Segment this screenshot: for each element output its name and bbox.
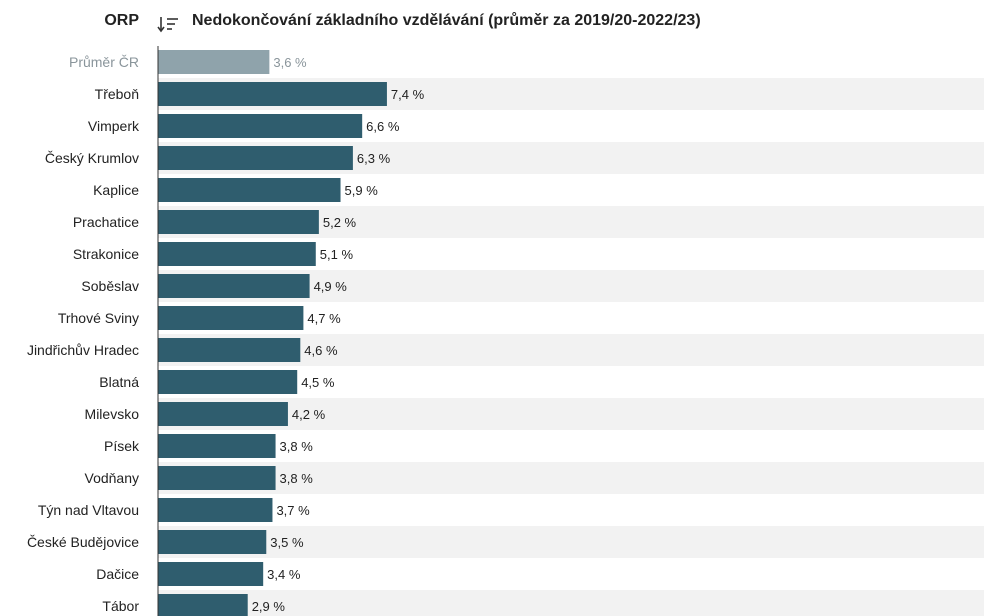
category-label: Třeboň — [95, 86, 139, 102]
value-label: 4,9 % — [314, 279, 348, 294]
chart-title: Nedokončování základního vzdělávání (prů… — [192, 12, 701, 29]
category-label: Týn nad Vltavou — [38, 502, 139, 518]
bar[interactable] — [158, 338, 301, 362]
column-title: ORP — [104, 12, 139, 29]
category-label: Trhové Sviny — [58, 310, 139, 326]
sort-descending-icon[interactable] — [157, 14, 181, 34]
category-label: Blatná — [99, 374, 139, 390]
row-stripe — [158, 526, 984, 558]
value-label: 4,7 % — [307, 311, 341, 326]
value-label: 6,6 % — [366, 119, 400, 134]
value-label: 2,9 % — [252, 599, 286, 614]
category-label: Milevsko — [85, 406, 140, 422]
bar[interactable] — [158, 210, 319, 234]
bar[interactable] — [158, 498, 273, 522]
value-label: 3,8 % — [280, 439, 314, 454]
category-label: Český Krumlov — [45, 150, 139, 166]
category-label: Kaplice — [93, 182, 139, 198]
value-label: 4,2 % — [292, 407, 326, 422]
bar[interactable] — [158, 370, 298, 394]
category-label: Tábor — [102, 598, 139, 614]
category-label: Vimperk — [88, 118, 140, 134]
value-label: 4,6 % — [304, 343, 338, 358]
bar[interactable] — [158, 146, 353, 170]
bar[interactable] — [158, 562, 264, 586]
category-label: Soběslav — [81, 278, 139, 294]
row-stripe — [158, 462, 984, 494]
category-label: Prachatice — [73, 214, 139, 230]
value-label: 3,6 % — [273, 55, 307, 70]
bar[interactable] — [158, 434, 276, 458]
category-label: České Budějovice — [27, 534, 139, 550]
value-label: 5,1 % — [320, 247, 354, 262]
category-label: Vodňany — [85, 470, 140, 486]
value-label: 5,2 % — [323, 215, 357, 230]
row-stripe — [158, 398, 984, 430]
bar[interactable] — [158, 402, 288, 426]
category-label: Průměr ČR — [69, 54, 139, 70]
bar[interactable] — [158, 242, 316, 266]
chart-header: ORP Nedokončování základního vzdělávání … — [0, 0, 984, 46]
value-label: 3,4 % — [267, 567, 301, 582]
category-label: Dačice — [96, 566, 139, 582]
row-stripe — [158, 590, 984, 616]
bar[interactable] — [158, 114, 363, 138]
value-label: 4,5 % — [301, 375, 335, 390]
category-label: Jindřichův Hradec — [27, 342, 139, 358]
bar[interactable] — [158, 306, 304, 330]
bar[interactable] — [158, 530, 267, 554]
bar[interactable] — [158, 594, 248, 616]
value-label: 3,7 % — [276, 503, 310, 518]
bar[interactable] — [158, 274, 310, 298]
bar[interactable] — [158, 82, 387, 106]
value-label: 3,5 % — [270, 535, 304, 550]
category-label: Písek — [104, 438, 140, 454]
bar[interactable] — [158, 50, 270, 74]
bar-chart: Průměr ČR 3,6 % Třeboň 7,4 % Vimperk 6,6 % Čes… — [27, 46, 984, 616]
value-label: 6,3 % — [357, 151, 391, 166]
bar[interactable] — [158, 178, 341, 202]
category-label: Strakonice — [73, 246, 139, 262]
value-label: 3,8 % — [280, 471, 314, 486]
value-label: 7,4 % — [391, 87, 425, 102]
value-label: 5,9 % — [345, 183, 379, 198]
bar[interactable] — [158, 466, 276, 490]
